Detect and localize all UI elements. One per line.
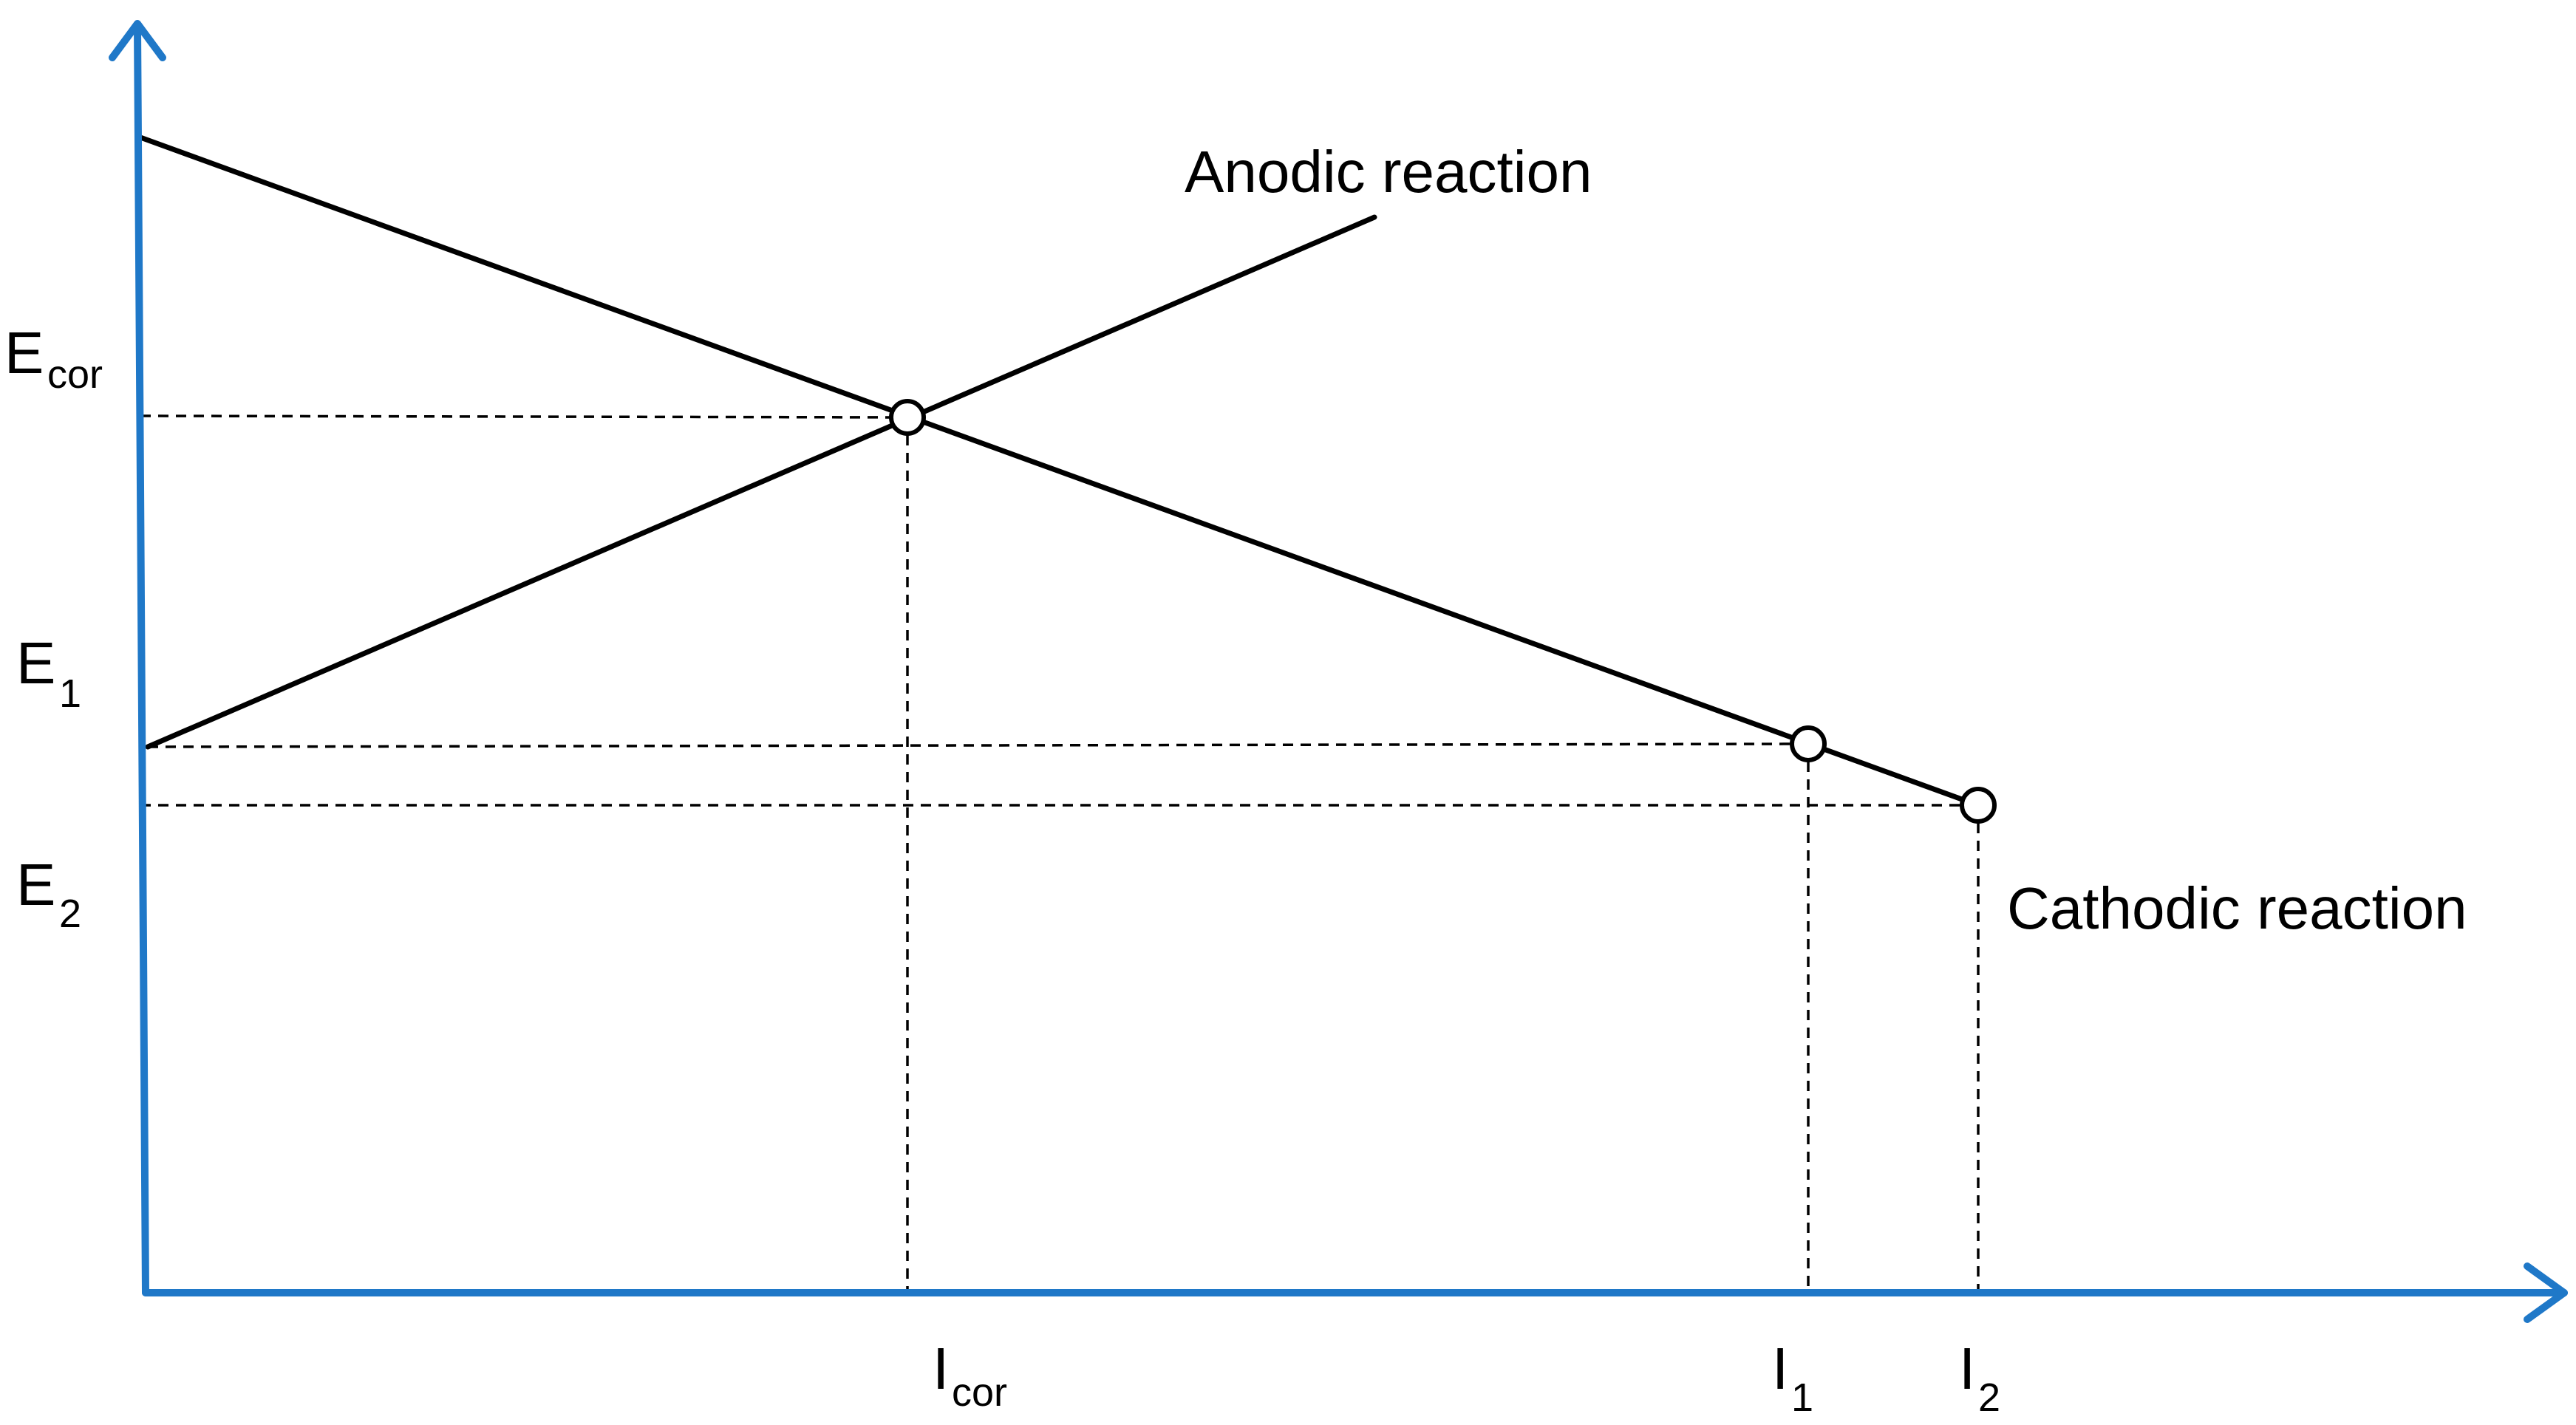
svg-text:E: E	[16, 852, 55, 917]
point-1	[1790, 725, 1827, 762]
anodic-line	[145, 214, 1377, 750]
e-2-label: E 2	[16, 852, 81, 936]
e-1-guide	[147, 742, 1809, 748]
axes	[109, 20, 2568, 1323]
i-cor-label: I cor	[933, 1336, 1007, 1415]
guide-lines	[140, 414, 1980, 1293]
i-1-label: I 1	[1772, 1336, 1813, 1420]
svg-text:I: I	[1772, 1336, 1788, 1401]
corrosion-point	[889, 399, 926, 436]
svg-text:I: I	[1959, 1336, 1975, 1401]
e-cor-label: E cor	[4, 320, 103, 397]
svg-text:E: E	[16, 630, 55, 696]
x-axis-arrowhead	[2524, 1262, 2568, 1323]
y-axis	[134, 22, 149, 1296]
svg-text:1: 1	[1791, 1376, 1813, 1420]
svg-text:2: 2	[1978, 1376, 2000, 1420]
anodic-reaction-label: Anodic reaction	[1185, 139, 1592, 205]
reaction-lines	[137, 134, 1981, 808]
svg-text:cor: cor	[952, 1370, 1007, 1415]
y-axis-arrowhead	[109, 20, 166, 61]
svg-text:E: E	[4, 320, 44, 386]
e-1-label: E 1	[16, 630, 81, 716]
point-2	[1960, 787, 1997, 824]
operating-points	[889, 399, 1997, 824]
cathodic-line	[137, 134, 1981, 808]
svg-text:I: I	[933, 1336, 949, 1401]
svg-text:2: 2	[59, 892, 81, 936]
svg-text:cor: cor	[47, 352, 103, 397]
cathodic-reaction-label: Cathodic reaction	[2007, 875, 2467, 941]
i-2-label: I 2	[1959, 1336, 2000, 1420]
e-cor-guide	[140, 414, 908, 419]
svg-text:1: 1	[59, 672, 81, 716]
